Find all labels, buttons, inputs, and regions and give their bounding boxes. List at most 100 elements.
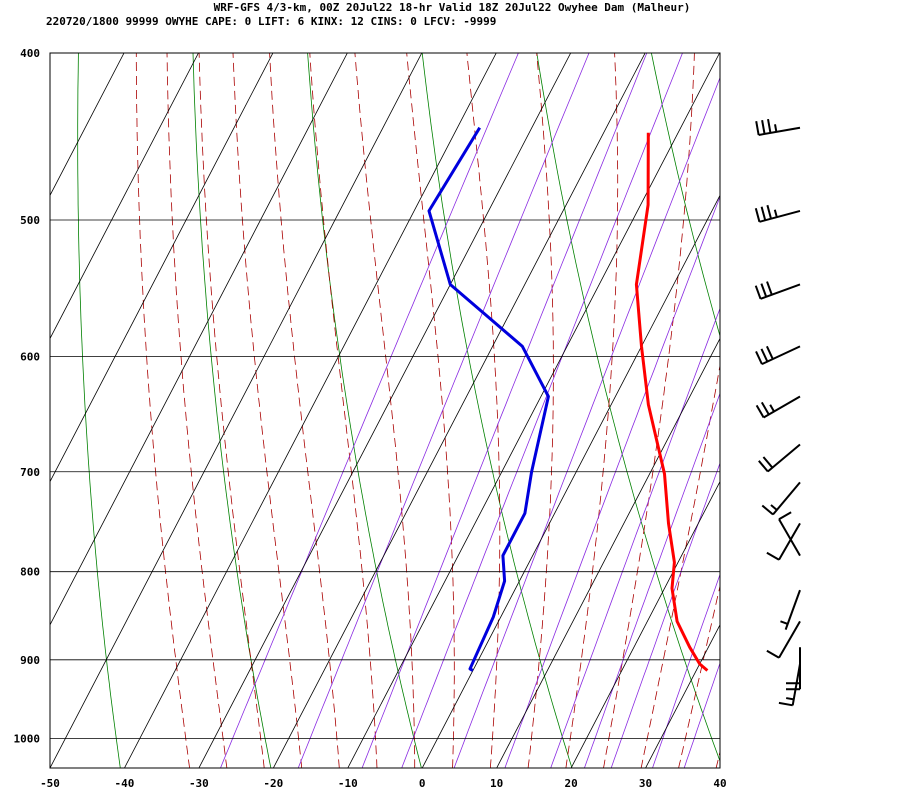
wind-barb (754, 281, 801, 300)
isotherm (124, 53, 497, 768)
isotherm (347, 53, 720, 768)
mixing-ratio-line (683, 662, 720, 768)
wind-barb (778, 511, 801, 557)
moist-adiabat (309, 53, 378, 768)
wind-barb (786, 647, 801, 691)
moist-adiabat (565, 53, 619, 768)
x-tick-label: -50 (40, 777, 60, 790)
x-tick-label: 10 (490, 777, 503, 790)
x-tick-label: 40 (713, 777, 726, 790)
barb-flag (767, 118, 772, 134)
isotherm (50, 53, 423, 768)
isotherm (496, 337, 720, 768)
plot-frame (49, 52, 721, 769)
barb-staff (778, 518, 801, 557)
sounding-indices: 220720/1800 99999 OWYHE CAPE: 0 LIFT: 6 … (46, 15, 496, 28)
isotherm (645, 623, 720, 768)
x-tick-label: 20 (564, 777, 577, 790)
barb-flag (766, 649, 780, 659)
moist-adiabat (269, 53, 340, 768)
barb-flag (754, 208, 761, 223)
barb-half-flag (780, 620, 789, 625)
plot-border (49, 52, 721, 769)
x-tick-label: 0 (419, 777, 426, 790)
dewpoint-profile (427, 126, 550, 672)
barb-staff (772, 481, 801, 516)
barb-flag (754, 285, 762, 300)
wind-barb (755, 395, 801, 419)
moist-adiabat (354, 53, 416, 768)
barb-flag (755, 121, 760, 136)
barb-half-flag (770, 504, 778, 511)
barb-staff (784, 589, 801, 630)
mixing-ratio-line (504, 195, 720, 768)
x-tick-label: -40 (115, 777, 135, 790)
y-tick-label: 500 (20, 214, 40, 227)
profiles (427, 126, 709, 672)
barb-staff (778, 522, 801, 561)
moist-adiabat (640, 363, 720, 768)
mixing-ratio-line (297, 53, 590, 768)
dry-adiabat (192, 53, 272, 768)
isotherm (50, 53, 199, 340)
barb-flag (766, 281, 773, 296)
mixing-ratio-line (453, 76, 720, 768)
isotherm (50, 53, 125, 197)
x-tick-label: -20 (263, 777, 283, 790)
mixing-ratio-line (550, 307, 720, 768)
barb-staff (763, 395, 801, 419)
dry-adiabat (536, 53, 720, 763)
isotherm (421, 194, 720, 768)
barb-half-flag (769, 404, 775, 412)
barb-flag (760, 348, 769, 362)
chart-title: WRF-GFS 4/3-km, 00Z 20Jul22 18-hr Valid … (214, 1, 691, 14)
wind-barb (754, 204, 801, 223)
wind-barb (755, 345, 801, 366)
wind-barb (766, 620, 801, 659)
barb-flag (760, 283, 768, 298)
x-tick-label: 30 (639, 777, 652, 790)
y-tick-label: 400 (20, 47, 40, 60)
moist-adiabat (466, 53, 501, 768)
barb-flag (760, 206, 767, 221)
wind-barb (778, 663, 801, 707)
grid (50, 52, 720, 740)
y-tick-label: 800 (20, 566, 40, 579)
wind-barb (758, 443, 801, 473)
mixing-ratio-line (401, 53, 683, 768)
barb-half-flag (773, 209, 778, 218)
y-tick-label: 700 (20, 466, 40, 479)
dry-adiabat (77, 53, 121, 768)
wind-barbs (754, 118, 801, 707)
moist-adiabat (135, 53, 191, 768)
barb-flag (761, 504, 774, 516)
dry-adiabat (870, 15, 900, 783)
dry-adiabat (757, 15, 900, 783)
barb-half-flag (785, 697, 794, 701)
moist-adiabat (527, 53, 554, 768)
x-tick-label: -10 (338, 777, 358, 790)
isotherm (272, 53, 646, 768)
x-tick-label: -30 (189, 777, 209, 790)
barb-flag (755, 404, 765, 418)
mixing-ratio-line (220, 53, 519, 768)
barb-flag (755, 351, 763, 365)
barb-flag (762, 456, 774, 469)
mixing-ratio-line (716, 15, 900, 783)
barb-flag (766, 204, 772, 219)
isotherm (50, 53, 274, 483)
dry-adiabat (421, 53, 573, 768)
moist-adiabat (232, 53, 303, 768)
background-lines (50, 15, 900, 783)
barb-flag (778, 511, 792, 521)
axis-ticks: -50 -40 -30 -20 -10 0 10 20 30 40 400 500 600 700 800 9… (14, 47, 727, 790)
isotherm (50, 53, 348, 626)
mixing-ratio-line (610, 462, 720, 768)
moist-adiabat (198, 53, 265, 768)
moist-adiabat (166, 53, 228, 768)
isotherm (570, 480, 720, 768)
barb-flag (765, 345, 774, 360)
mixing-ratio-line (583, 392, 720, 768)
moist-adiabat (678, 584, 720, 768)
barb-flag (760, 401, 770, 415)
